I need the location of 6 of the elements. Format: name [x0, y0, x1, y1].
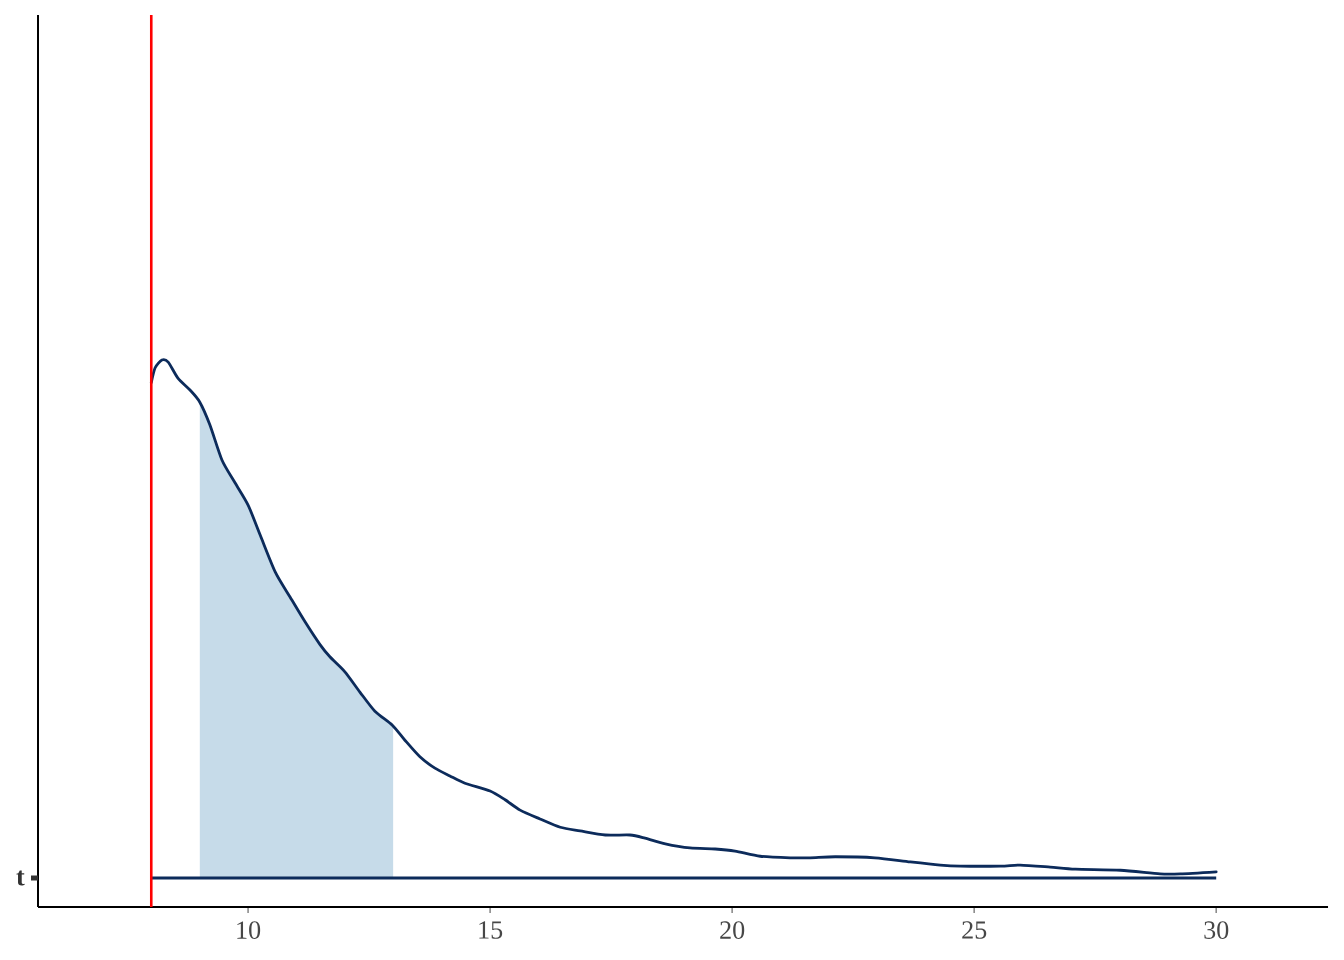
text: t — [16, 870, 25, 886]
x-tick-label: 20 — [720, 921, 745, 939]
x-tick-label: 15 — [479, 921, 503, 939]
x-tick-label: 10 — [237, 921, 261, 939]
x-tick-label: 30 — [1204, 921, 1229, 939]
x-tick-label: 25 — [962, 921, 987, 939]
